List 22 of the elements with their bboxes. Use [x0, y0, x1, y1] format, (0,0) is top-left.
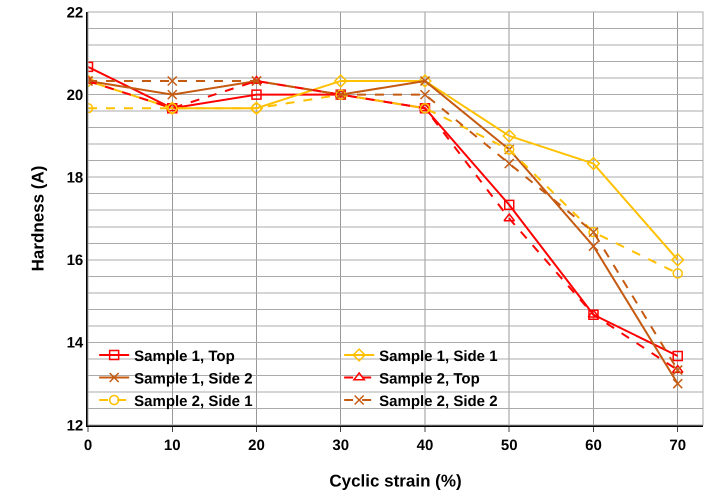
- y-axis-title: Hardness (A): [28, 166, 48, 272]
- y-tick-label: 20: [66, 86, 84, 104]
- x-tick-label: 70: [669, 436, 686, 454]
- legend-label: Sample 1, Side 2: [134, 370, 253, 388]
- legend-label: Sample 1, Side 1: [379, 348, 498, 365]
- x-axis-title: Cyclic strain (%): [329, 472, 462, 490]
- x-tick-label: 60: [585, 436, 602, 454]
- x-tick-label: 20: [248, 436, 265, 454]
- x-tick-label: 40: [416, 436, 434, 454]
- legend-label: Sample 2, Top: [379, 370, 480, 388]
- y-tick-label: 12: [66, 417, 84, 434]
- y-tick-label: 22: [66, 4, 84, 22]
- legend-label: Sample 2, Side 2: [379, 392, 498, 410]
- x-tick-label: 50: [500, 436, 518, 454]
- legend-label: Sample 2, Side 1: [134, 392, 253, 410]
- legend-label: Sample 1, Top: [134, 348, 235, 365]
- y-tick-label: 16: [66, 252, 84, 270]
- y-tick-label: 14: [66, 334, 84, 352]
- y-tick-label: 18: [66, 169, 84, 186]
- x-tick-label: 10: [164, 436, 181, 454]
- x-tick-label: 0: [84, 436, 92, 454]
- x-tick-label: 30: [332, 436, 350, 454]
